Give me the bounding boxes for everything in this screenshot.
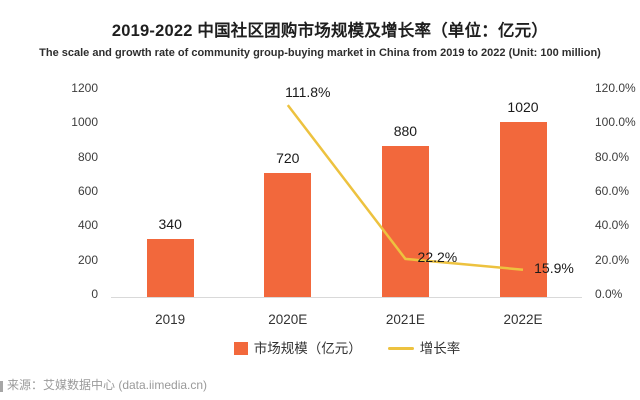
line-series-swatch-icon (387, 347, 414, 350)
bar-series-swatch-icon (233, 342, 248, 355)
bar (381, 145, 429, 297)
x-axis-label: 2020E (268, 312, 308, 327)
x-axis-line (111, 297, 582, 298)
y-axis-tick-right: 120.0% (595, 81, 636, 95)
y-axis-tick-left: 1000 (71, 115, 98, 130)
y-axis-tick-right: 60.0% (595, 184, 630, 198)
x-axis-label: 2019 (155, 312, 186, 327)
legend-item-growth-rate: 增长率 (387, 340, 461, 357)
legend: 市场规模（亿元） 增长率 (112, 340, 582, 357)
bar-value-label: 340 (158, 215, 182, 232)
y-axis-tick-left: 800 (77, 149, 98, 164)
y-axis-tick-right: 0.0% (595, 287, 623, 301)
y-axis-tick-left: 200 (77, 252, 98, 267)
bar-value-label: 720 (276, 150, 300, 167)
legend-item-market-size: 市场规模（亿元） (233, 340, 362, 357)
bar-value-label: 880 (393, 122, 418, 139)
y-axis-tick-right: 40.0% (595, 218, 630, 233)
growth-rate-label: 111.8% (285, 84, 331, 101)
source-attribution: 来源：艾媒数据中心 (data.iimedia.cn) (7, 378, 208, 392)
x-axis-label: 2022E (503, 312, 543, 327)
y-axis-tick-right: 20.0% (595, 252, 630, 267)
x-axis-label: 2021E (385, 312, 425, 327)
y-axis-tick-left: 0 (91, 287, 98, 301)
legend-label-market-size: 市场规模（亿元） (253, 341, 362, 356)
y-axis-tick-left: 400 (77, 218, 98, 233)
bar-value-label: 1020 (507, 98, 539, 115)
growth-rate-label: 22.2% (417, 248, 458, 265)
bar (146, 238, 194, 297)
y-axis-tick-right: 80.0% (595, 149, 630, 164)
y-axis-tick-left: 600 (77, 184, 98, 198)
bar (264, 173, 312, 297)
chart-subtitle: The scale and growth rate of community g… (39, 47, 601, 59)
clipped-character-fragment (0, 381, 3, 392)
y-axis-tick-left: 1200 (71, 81, 98, 95)
legend-label-growth-rate: 增长率 (419, 341, 461, 356)
chart-title: 2019-2022 中国社区团购市场规模及增长率（单位：亿元） (111, 22, 549, 40)
growth-rate-label: 15.9% (534, 259, 574, 276)
y-axis-tick-right: 100.0% (595, 115, 636, 130)
